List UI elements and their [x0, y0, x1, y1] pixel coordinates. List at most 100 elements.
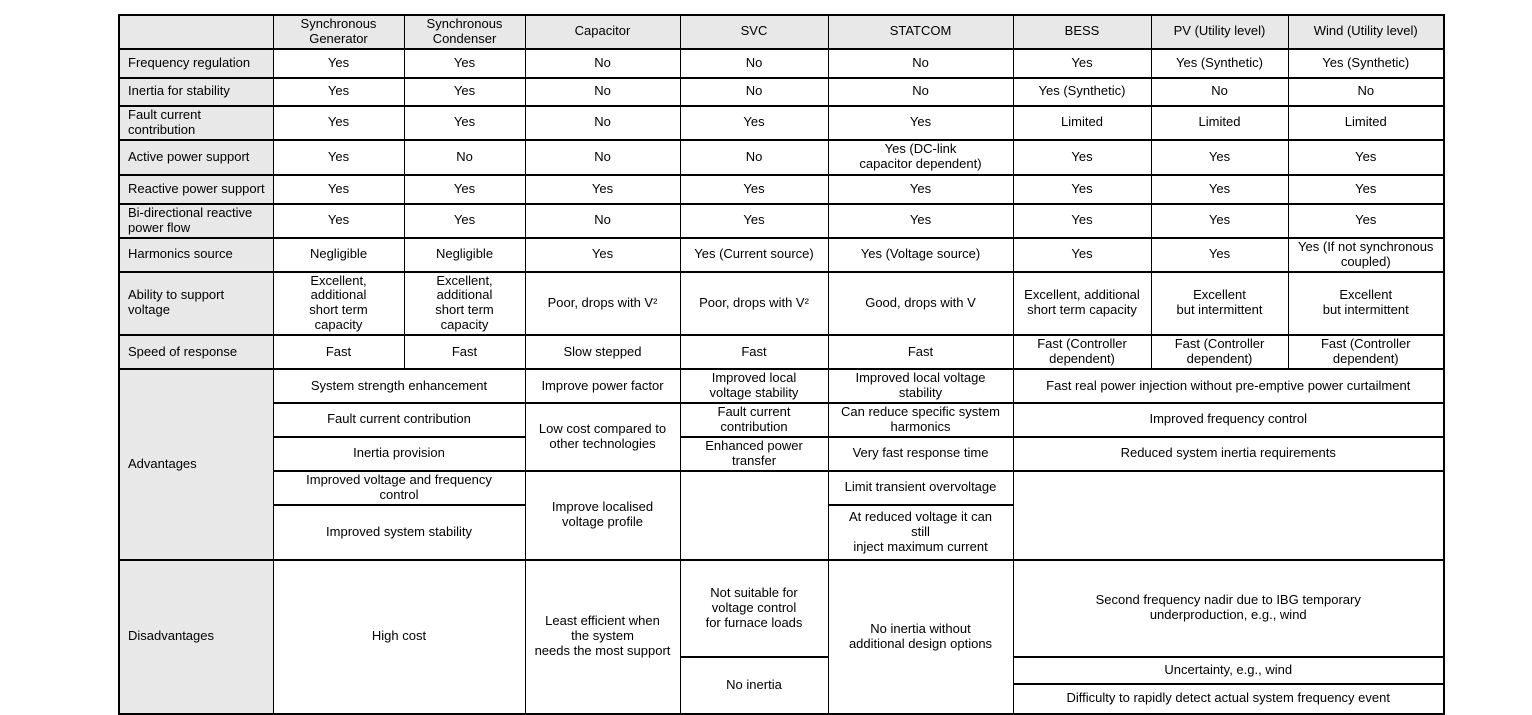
- table-cell: No: [827, 76, 1014, 107]
- table-cell: Yes: [272, 138, 405, 176]
- table-cell: [1012, 469, 1445, 561]
- table-cell: No: [524, 138, 681, 176]
- col-header-synchronous-generator: Synchronous Generator: [272, 14, 405, 50]
- table-cell: Yes: [403, 173, 526, 205]
- table-cell: Not suitable for voltage control for fur…: [679, 558, 829, 658]
- table-cell: Very fast response time: [827, 435, 1014, 472]
- table-cell: Yes: [827, 104, 1014, 141]
- table-cell: Fast real power injection without pre-em…: [1012, 368, 1445, 404]
- table-cell: Yes (Synthetic): [1150, 47, 1289, 79]
- table-cell: No: [524, 76, 681, 107]
- table-cell: Yes: [272, 173, 405, 205]
- table-cell: Yes: [403, 47, 526, 79]
- table-cell: Yes: [1012, 173, 1152, 205]
- table-cell: Yes: [272, 47, 405, 79]
- advantages-row: Fault current contribution Low cost comp…: [119, 402, 1445, 472]
- row-label-speed-of-response: Speed of response: [118, 334, 274, 371]
- table-cell: Excellent, additional short term capacit…: [403, 270, 526, 337]
- table-cell: Yes: [403, 104, 526, 141]
- table-cell: Yes: [1012, 236, 1152, 273]
- table-cell: Inertia provision: [272, 435, 526, 472]
- table-row: Bi-directional reactive power flow Yes Y…: [118, 202, 1445, 239]
- table-cell: At reduced voltage it can still inject m…: [827, 503, 1014, 561]
- table-cell: Reduced system inertia requirements: [1012, 435, 1445, 472]
- row-label-active-power-support: Active power support: [118, 138, 274, 176]
- table-cell: Yes: [1287, 202, 1445, 239]
- table-cell: Yes: [827, 202, 1014, 239]
- table-cell: Yes: [1012, 202, 1152, 239]
- col-header-capacitor: Capacitor: [524, 14, 681, 50]
- table-cell: Yes: [679, 173, 829, 205]
- col-header-wind: Wind (Utility level): [1287, 14, 1445, 50]
- table-cell: Excellent but intermittent: [1287, 270, 1445, 337]
- disadvantages-row: Disadvantages High cost Least efficient …: [118, 558, 1445, 715]
- table-cell: Improve localised voltage profile: [524, 469, 681, 561]
- table-cell: No: [679, 138, 829, 176]
- technology-comparison-table: Synchronous Generator Synchronous Conden…: [118, 14, 1445, 715]
- table-cell: High cost: [272, 558, 526, 715]
- table-cell: Yes: [1287, 138, 1445, 176]
- table-cell: Slow stepped: [524, 334, 681, 371]
- table-cell: Improved system stability: [272, 503, 526, 561]
- table-cell: Uncertainty, e.g., wind: [1012, 655, 1445, 685]
- table-cell: Fast: [827, 334, 1014, 371]
- table-cell: Excellent, additional short term capacit…: [1012, 270, 1152, 337]
- table-cell: No: [679, 47, 829, 79]
- table-cell: Yes: [679, 202, 829, 239]
- table-cell: Negligible: [272, 236, 405, 273]
- table-cell: Good, drops with V: [827, 270, 1014, 337]
- advantages-row: Improved voltage and frequency control I…: [119, 469, 1445, 561]
- table-cell: No: [827, 47, 1014, 79]
- table-cell: Improved local voltage stability: [827, 368, 1014, 404]
- table-cell: Yes: [272, 104, 405, 141]
- table-cell: Yes (Current source): [679, 236, 829, 273]
- col-header-statcom: STATCOM: [827, 14, 1014, 50]
- table-cell: No: [524, 47, 681, 79]
- table-row: Speed of response Fast Fast Slow stepped…: [118, 334, 1445, 371]
- table-cell: Fault current contribution: [272, 402, 526, 438]
- table-cell: Fast (Controller dependent): [1150, 334, 1289, 371]
- table-row: Harmonics source Negligible Negligible Y…: [118, 236, 1445, 273]
- corner-cell: [118, 14, 274, 50]
- table-cell: No: [1150, 76, 1289, 107]
- table-row: Ability to support voltage Excellent, ad…: [118, 270, 1445, 337]
- table-cell: Fast (Controller dependent): [1287, 334, 1445, 371]
- table-cell: No: [1287, 76, 1445, 107]
- table-cell: Yes: [1150, 173, 1289, 205]
- table-cell: Yes: [403, 76, 526, 107]
- table-cell: Excellent but intermittent: [1150, 270, 1289, 337]
- col-header-pv: PV (Utility level): [1150, 14, 1289, 50]
- table-cell: Limited: [1012, 104, 1152, 141]
- table-cell: Limited: [1150, 104, 1289, 141]
- table-row: Frequency regulation Yes Yes No No No Ye…: [118, 47, 1445, 79]
- table-cell: Fast: [403, 334, 526, 371]
- table-cell: Yes: [524, 236, 681, 273]
- table-cell: Second frequency nadir due to IBG tempor…: [1012, 558, 1445, 658]
- table-cell: Least efficient when the system needs th…: [524, 558, 681, 715]
- table-cell: Fast: [272, 334, 405, 371]
- table-cell: No: [524, 104, 681, 141]
- table-cell: Improved voltage and frequency control: [272, 469, 526, 506]
- row-label-ability-to-support-voltage: Ability to support voltage: [118, 270, 274, 337]
- table-cell: Yes: [1150, 138, 1289, 176]
- table-cell: Improve power factor: [524, 368, 681, 404]
- table-row: Inertia for stability Yes Yes No No No Y…: [118, 76, 1445, 107]
- table-cell: Yes: [1287, 173, 1445, 205]
- table-cell: Limited: [1287, 104, 1445, 141]
- table-cell: Improved local voltage stability: [679, 368, 829, 404]
- row-label-frequency-regulation: Frequency regulation: [118, 47, 274, 79]
- table-row: Reactive power support Yes Yes Yes Yes Y…: [118, 173, 1445, 205]
- table-row: Active power support Yes No No No Yes (D…: [118, 138, 1445, 176]
- table-cell: No inertia: [679, 655, 829, 715]
- table-cell: System strength enhancement: [272, 368, 526, 404]
- table-cell: Yes: [272, 76, 405, 107]
- table-cell: Limit transient overvoltage: [827, 469, 1014, 506]
- table-cell: Yes (DC-link capacitor dependent): [827, 138, 1014, 176]
- table-cell: Improved frequency control: [1012, 402, 1445, 438]
- table-cell: No: [524, 202, 681, 239]
- table-cell: Yes: [679, 104, 829, 141]
- table-cell: [679, 469, 829, 561]
- advantages-row: Inertia provision Enhanced power transfe…: [119, 435, 1445, 472]
- table-cell: Excellent, additional short term capacit…: [272, 270, 405, 337]
- table-cell: Yes: [827, 173, 1014, 205]
